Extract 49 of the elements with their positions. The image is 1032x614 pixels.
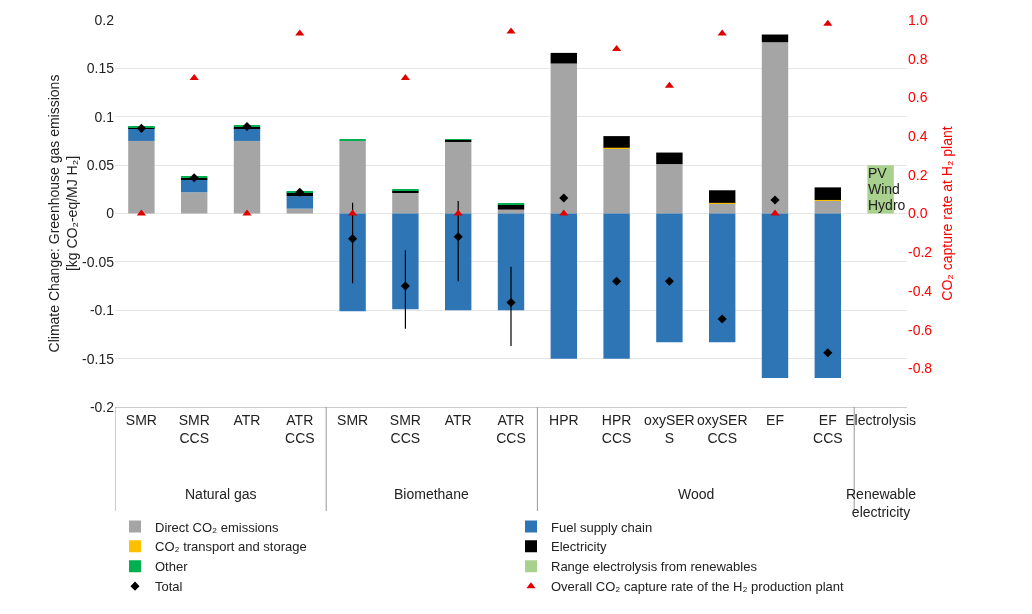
legend-label: Fuel supply chain	[551, 519, 653, 535]
y2-tick-label: 0.0	[908, 205, 928, 222]
x-tick-label: ATR	[444, 411, 472, 428]
legend-label: Direct CO₂ emissions	[155, 519, 280, 535]
y2-tick-label: 1.0	[908, 11, 928, 28]
legend-label: Other	[155, 559, 189, 575]
y-tick-label: 0.15	[86, 60, 115, 77]
y-tick-label: -0.2	[89, 398, 115, 415]
y2-tick-label: 0.6	[908, 89, 928, 106]
x-tick-label: HPR CCS	[601, 411, 632, 446]
text: Natural gas	[185, 486, 257, 502]
y2-tick-label: 0.2	[908, 166, 928, 183]
legend-label: Electricity	[551, 539, 608, 555]
y-tick-label: 0.2	[94, 11, 115, 28]
y2-tick-label: -0.2	[908, 244, 933, 261]
y2-tick-label: -0.8	[908, 360, 933, 377]
y-tick-label: -0.05	[82, 253, 115, 270]
x-tick-label: oxySER S	[644, 411, 695, 446]
y2-tick-label: 0.8	[908, 50, 928, 67]
x-tick-label: SMR CCS	[178, 411, 210, 446]
legend-label: Range electrolysis from renewables	[551, 559, 758, 575]
x-tick-label: Electrolysis	[845, 411, 916, 428]
x-tick-label: SMR CCS	[389, 411, 421, 446]
x-tick-label: ATR	[233, 411, 261, 428]
text: Biomethane	[394, 486, 469, 502]
x-tick-label: EF	[766, 411, 784, 428]
y-axis-title: Climate Change: Greenhouse gas emissions [kg CO₂-eq/MJ H₂]	[45, 74, 81, 353]
y2-tick-label: 0.4	[908, 128, 928, 144]
y-tick-label: 0	[106, 205, 115, 222]
y2-tick-label: -0.6	[908, 321, 933, 338]
y2-axis-title: CO₂ capture rate at H₂ plant	[939, 126, 955, 301]
y-tick-label: 0.1	[94, 108, 115, 125]
x-tick-label: SMR	[125, 411, 157, 428]
text: Wood	[678, 486, 715, 502]
legend-label: Total	[155, 579, 183, 595]
y-tick-label: -0.15	[82, 350, 115, 367]
y-tick-label: 0.05	[86, 157, 115, 174]
legend-label: Overall CO₂ capture rate of the H₂ production plant	[551, 579, 845, 595]
x-tick-label: ATR CCS	[285, 411, 315, 446]
legend-label: CO₂ transport and storage	[155, 539, 307, 555]
y2-tick-label: -0.4	[908, 282, 933, 299]
x-tick-label: HPR	[549, 411, 579, 428]
x-tick-label: SMR	[337, 411, 369, 428]
annotation: PV	[868, 165, 888, 181]
x-tick-label: oxySER CCS	[696, 411, 748, 446]
x-tick-label: ATR CCS	[496, 411, 526, 446]
y-tick-label: -0.1	[89, 302, 115, 319]
x-tick-label: EF CCS	[813, 411, 843, 446]
text: Renewable electricity	[846, 486, 917, 521]
